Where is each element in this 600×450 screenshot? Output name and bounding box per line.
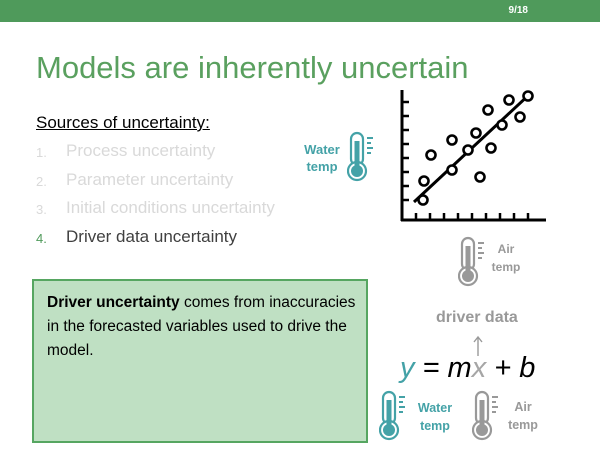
thermometer-icon	[347, 131, 373, 182]
air-temp-label-bottom: Air temp	[503, 398, 543, 434]
sources-list: 1. Process uncertainty 2. Parameter unce…	[36, 141, 275, 255]
list-item-number: 1.	[36, 145, 47, 160]
callout-box: Driver uncertainty comes from inaccuraci…	[32, 279, 368, 443]
slide-header-bar: 9/18	[0, 0, 600, 22]
list-item-label: Initial conditions uncertainty	[66, 198, 275, 217]
list-item-number: 3.	[36, 202, 47, 217]
water-temp-label-line1: Water	[417, 401, 453, 415]
water-temp-label-line2: temp	[306, 159, 338, 174]
air-temp-label-line1: Air	[514, 400, 532, 414]
air-temp-label-line2: temp	[491, 260, 521, 274]
air-temp-label: Air temp	[488, 240, 524, 276]
equation-rest: + b	[486, 352, 536, 384]
equation-eq: = m	[414, 352, 472, 384]
list-item-label: Process uncertainty	[66, 141, 216, 160]
thermometer-icon	[472, 390, 498, 441]
thermometer-icon	[458, 236, 484, 287]
list-item-label: Driver data uncertainty	[66, 226, 238, 246]
water-temp-label-line1: Water	[304, 142, 340, 157]
equation-y: y	[400, 352, 415, 384]
slide-title: Models are inherently uncertain	[36, 50, 469, 85]
equation-x: x	[471, 352, 487, 384]
air-temp-label-line2: temp	[508, 418, 538, 432]
list-item: 2. Parameter uncertainty	[36, 170, 275, 199]
driver-data-label: driver data	[436, 309, 518, 326]
air-temp-label-line1: Air	[497, 242, 515, 256]
list-item: 1. Process uncertainty	[36, 141, 275, 170]
thermometer-icon	[379, 390, 405, 441]
scatter-plot-icon	[400, 90, 546, 222]
equation: y = mx + b	[400, 352, 535, 385]
list-item: 3. Initial conditions uncertainty	[36, 198, 275, 227]
list-item-label: Parameter uncertainty	[66, 169, 234, 189]
sources-heading: Sources of uncertainty:	[36, 113, 210, 132]
water-temp-label-bottom: Water temp	[410, 399, 460, 435]
arrow-up-icon	[473, 335, 483, 356]
callout-text: Driver uncertainty comes from inaccuraci…	[47, 291, 367, 363]
list-item-number: 4.	[36, 230, 47, 246]
water-temp-label: Water temp	[296, 141, 348, 175]
list-item-number: 2.	[36, 173, 47, 189]
water-temp-label-line2: temp	[420, 419, 450, 433]
page-number: 9/18	[508, 5, 528, 16]
callout-bold-term: Driver uncertainty	[47, 294, 180, 311]
list-item-active: 4. Driver data uncertainty	[36, 227, 275, 256]
callout-body: comes from inaccuracies in the forecaste…	[47, 294, 356, 359]
